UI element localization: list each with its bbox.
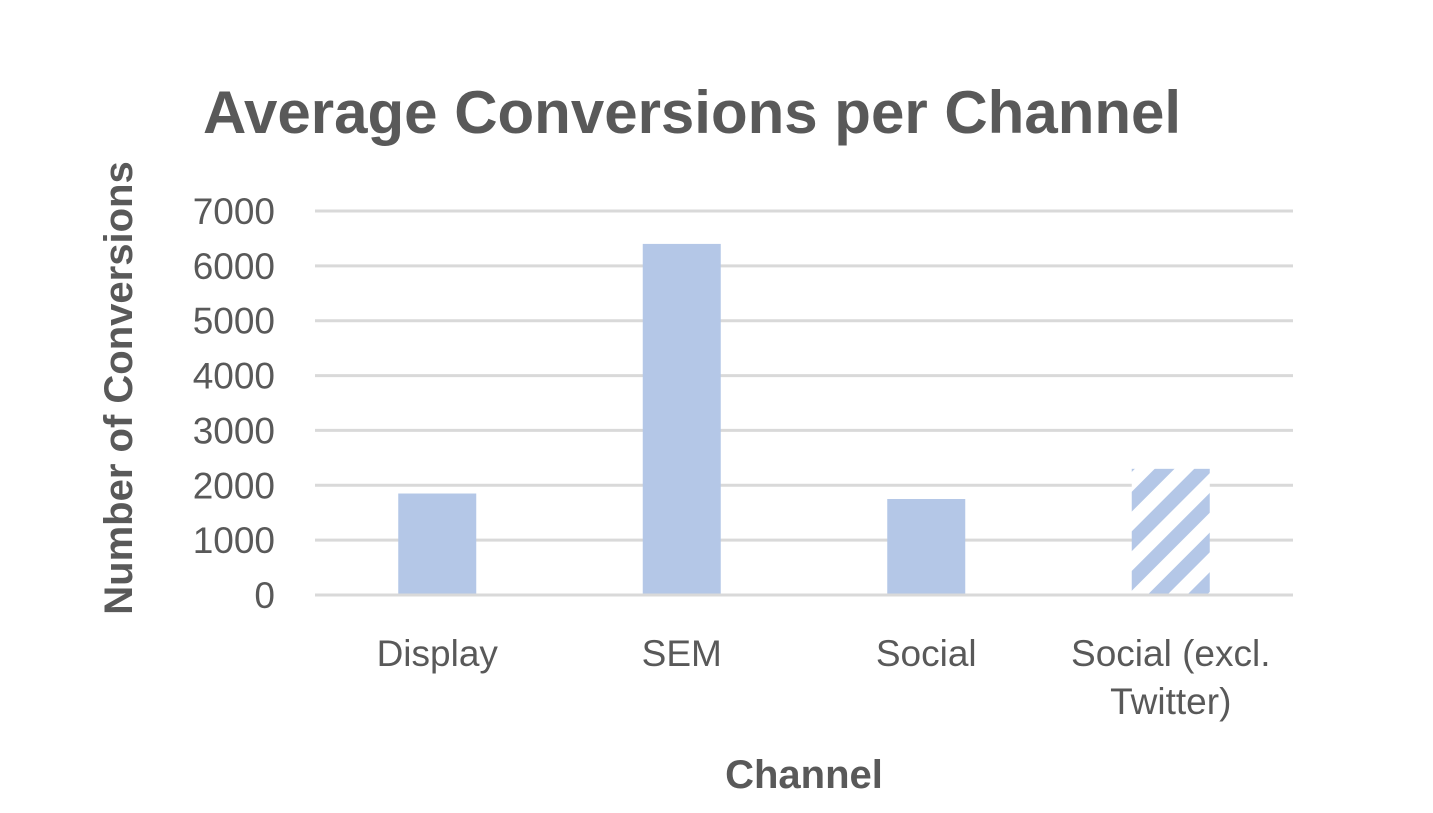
bar-social-excl-twitter <box>1131 468 1210 595</box>
x-tick-label-line: SEM <box>642 633 722 674</box>
y-tick-label: 1000 <box>193 520 275 561</box>
y-tick-label: 6000 <box>193 246 275 287</box>
bar-display <box>398 493 477 595</box>
y-axis-tick-labels: 7000 6000 5000 4000 3000 2000 1000 0 <box>193 191 275 616</box>
y-tick-label: 4000 <box>193 356 275 397</box>
x-tick-label: Display <box>377 633 499 674</box>
y-tick-label: 0 <box>254 575 275 616</box>
y-tick-label: 5000 <box>193 301 275 342</box>
x-tick-label-line: Social <box>876 633 977 674</box>
x-tick-label: Social <box>876 633 977 674</box>
x-tick-label: SEM <box>642 633 722 674</box>
y-tick-label: 3000 <box>193 410 275 451</box>
bars <box>398 243 1210 595</box>
x-tick-label-line: Display <box>377 633 499 674</box>
gridlines <box>315 209 1293 542</box>
y-axis-title: Number of Conversions <box>97 161 141 614</box>
y-tick-label: 2000 <box>193 465 275 506</box>
x-tick-label: Social (excl. Twitter) <box>1071 633 1270 722</box>
x-axis-title: Channel <box>725 753 883 797</box>
bar-social <box>887 499 966 595</box>
bar-sem <box>642 243 721 595</box>
x-tick-label-line: Social (excl. <box>1071 633 1270 674</box>
x-axis-category-labels: Display SEM Social Social (excl. Twitter) <box>377 633 1271 722</box>
x-tick-label-line: Twitter) <box>1110 681 1231 722</box>
chart-title: Average Conversions per Channel <box>203 79 1181 146</box>
y-tick-label: 7000 <box>193 191 275 232</box>
